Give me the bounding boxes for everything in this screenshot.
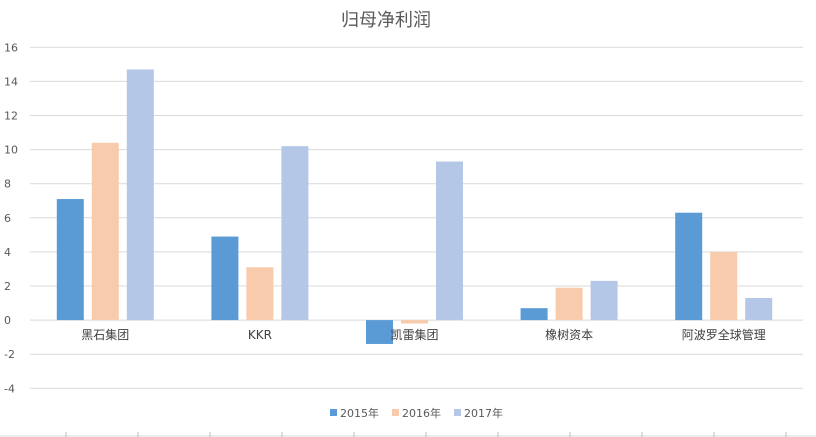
y-tick-label: 16	[4, 41, 18, 54]
bottom-axis	[0, 432, 816, 437]
y-tick-label: 6	[4, 212, 11, 225]
legend-swatch	[454, 409, 461, 416]
y-tick-label: 8	[4, 178, 11, 191]
legend-swatch	[392, 409, 399, 416]
y-tick-label: 2	[4, 280, 11, 293]
legend-label: 2015年	[340, 406, 379, 420]
bar-2017年-黑石集团	[126, 69, 154, 321]
bar-2016年-黑石集团	[91, 142, 119, 321]
bar-2015年-KKR	[211, 236, 239, 321]
bar-2017年-橡树资本	[590, 280, 618, 321]
bar-2016年-阿波罗全球管理	[710, 251, 738, 321]
bar-2016年-凯雷集团	[401, 320, 428, 324]
y-tick-label: 4	[4, 246, 11, 259]
category-label: 橡树资本	[545, 327, 593, 342]
y-tick-label: 10	[4, 144, 18, 157]
bars	[56, 69, 773, 344]
y-tick-label: 12	[4, 110, 18, 123]
bar-2017年-凯雷集团	[436, 161, 463, 321]
category-label: KKR	[248, 328, 272, 342]
bar-2017年-KKR	[281, 146, 309, 321]
bar-2016年-橡树资本	[555, 287, 583, 321]
y-axis-ticks: -4 -2 0 2 4 6 8 10 12 14 16	[4, 41, 18, 395]
bar-2017年-阿波罗全球管理	[745, 297, 773, 321]
legend-label: 2016年	[402, 406, 441, 420]
y-tick-label: 0	[4, 314, 11, 327]
category-labels: 黑石集团 KKR 凯雷集团 橡树资本 阿波罗全球管理	[81, 327, 765, 342]
legend: 2015年 2016年 2017年	[330, 406, 503, 420]
category-label: 黑石集团	[81, 327, 129, 342]
legend-swatch	[330, 409, 337, 416]
bar-2015年-黑石集团	[56, 199, 84, 321]
y-tick-label: -2	[4, 348, 15, 361]
y-tick-label: 14	[4, 75, 18, 88]
bar-2015年-橡树资本	[520, 308, 548, 321]
bar-2016年-KKR	[246, 267, 274, 321]
gridlines	[30, 46, 803, 389]
category-label: 凯雷集团	[390, 327, 438, 342]
bar-2015年-阿波罗全球管理	[675, 212, 703, 321]
category-label: 阿波罗全球管理	[682, 327, 766, 342]
legend-label: 2017年	[464, 406, 503, 420]
chart-title: 归母净利润	[341, 10, 431, 31]
y-tick-label: -4	[4, 382, 15, 395]
bar-2015年-凯雷集团	[366, 320, 393, 344]
